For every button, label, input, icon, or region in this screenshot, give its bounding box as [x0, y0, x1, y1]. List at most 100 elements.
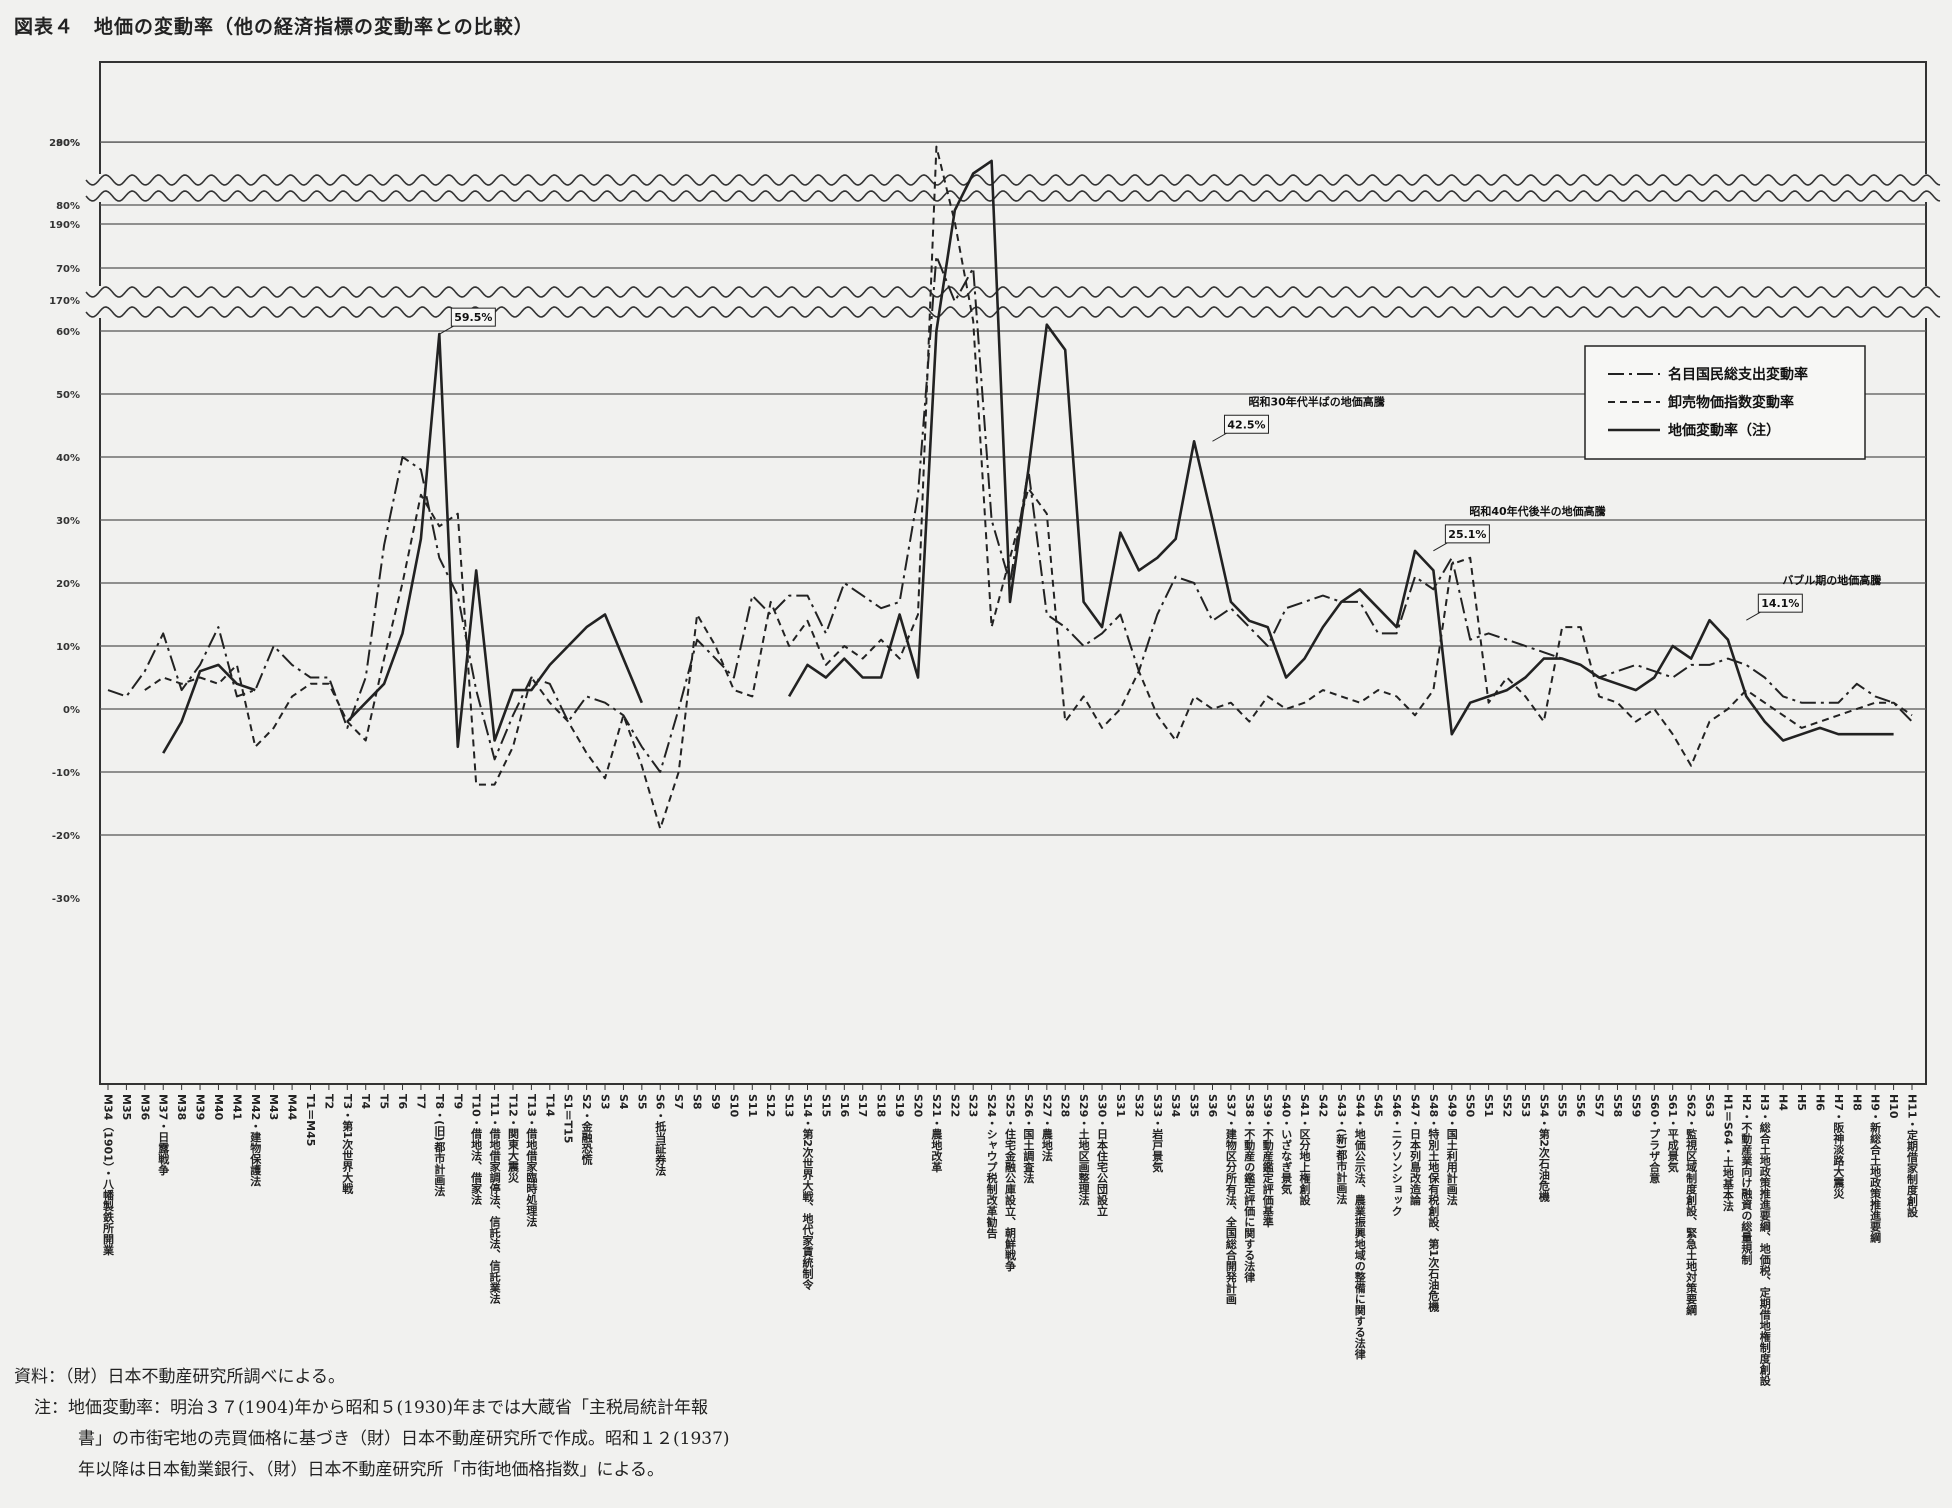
y-tick-label: 280%: [49, 138, 80, 149]
x-tick-label: S15: [819, 1094, 832, 1117]
x-tick-label: M44: [286, 1094, 299, 1121]
y-tick-label: 0%: [63, 705, 80, 716]
x-tick-label: S20: [911, 1094, 924, 1118]
legend-label: 卸売物価指数変動率: [1668, 394, 1794, 411]
y-tick-label: -20%: [52, 831, 80, 842]
x-tick-label: M37・日露戦争: [157, 1094, 170, 1176]
note-line-3: 年以降は日本勧業銀行、（財）日本不動産研究所「市街地価格指数」による。: [78, 1460, 664, 1480]
x-tick-label: S62・監視区域制度創設、緊急土地対策要綱: [1685, 1094, 1699, 1316]
x-tick-label: S32: [1132, 1094, 1145, 1117]
x-tick-label: S25・住宅金融公庫設立、朝鮮戦争: [1004, 1094, 1018, 1272]
x-tick-label: S29・土地区画整理法: [1077, 1094, 1091, 1206]
annotation-box: [1223, 414, 1269, 434]
axis-break-wave: [85, 190, 1941, 202]
annotation-box: [1757, 593, 1803, 613]
y-tick-label: -10%: [52, 768, 80, 779]
x-tick-label: S16: [838, 1094, 851, 1118]
annotation-box: [450, 307, 496, 327]
x-tick-label: H1＝S64・土地基本法: [1721, 1094, 1735, 1212]
x-tick-label: S27・農地法: [1040, 1094, 1053, 1162]
y-tick-label: 10%: [56, 642, 80, 653]
x-tick-label: T6: [396, 1094, 409, 1110]
x-tick-label: T4: [359, 1094, 372, 1110]
x-tick-label: S48・特別土地保有税創設、第1次石油危機: [1427, 1094, 1441, 1313]
x-tick-label: H7・阪神淡路大震災: [1832, 1094, 1846, 1200]
x-tick-label: M38: [175, 1094, 188, 1120]
x-tick-label: S4: [617, 1094, 630, 1110]
x-tick-label: S54・第2次石油危機: [1537, 1094, 1551, 1203]
x-tick-label: S51: [1482, 1094, 1495, 1117]
x-tick-label: H9・新総合土地政策推進要綱: [1869, 1094, 1883, 1244]
x-tick-label: M36: [138, 1094, 151, 1121]
x-tick-label: S26・国土調査法: [1022, 1094, 1035, 1184]
x-tick-label: S57: [1593, 1094, 1606, 1117]
note-line-1: 注：地価変動率：明治３７(1904)年から昭和５(1930)年までは大蔵省「主税…: [34, 1398, 709, 1418]
annotation-caption: バブル期の地価高騰: [1782, 573, 1881, 587]
series-line: [162, 159, 1894, 754]
axis-break-wave: [85, 286, 1941, 298]
x-tick-label: S2・金融恐慌: [580, 1094, 594, 1165]
x-tick-label: S19: [893, 1094, 906, 1117]
x-tick-label: S17: [856, 1094, 869, 1117]
x-tick-label: S46・ニクソンショック: [1390, 1094, 1403, 1216]
y-tick-label: 70%: [56, 264, 80, 275]
x-tick-label: S13: [783, 1094, 796, 1117]
annotation-label: 42.5%: [1227, 418, 1265, 431]
x-tick-label: S63: [1703, 1094, 1716, 1117]
x-tick-label: S9: [709, 1094, 722, 1110]
x-tick-label: S47・日本列島改造論: [1408, 1094, 1421, 1206]
x-tick-label: S24・シャウプ税制改革勧告: [985, 1094, 998, 1239]
annotation-label: 14.1%: [1761, 597, 1799, 610]
x-tick-label: S52: [1501, 1094, 1514, 1117]
x-tick-label: S18: [875, 1094, 888, 1117]
x-tick-label: S42: [1316, 1094, 1329, 1117]
x-tick-label: S12: [764, 1094, 777, 1117]
y-tick-label: 90%: [56, 138, 80, 149]
series-line: [107, 255, 1913, 773]
x-tick-label: T13・借地借家臨時処理法: [525, 1094, 539, 1227]
y-tick-label: 40%: [56, 453, 80, 464]
axis-break-wave: [85, 306, 1941, 318]
x-tick-label: S43・(新)都市計画法: [1335, 1094, 1349, 1205]
x-tick-label: T10・借地法、借家法: [470, 1094, 484, 1205]
x-tick-label: M39: [194, 1094, 207, 1120]
x-tick-label: S58: [1611, 1094, 1624, 1117]
y-tick-label: 170%: [49, 296, 80, 307]
x-tick-label: S35: [1188, 1094, 1201, 1117]
x-tick-label: S7: [672, 1094, 685, 1110]
x-tick-label: S33・岩戸景気: [1151, 1094, 1165, 1173]
x-tick-label: S37・建物区分所有法、全国総合開発計画: [1224, 1094, 1238, 1305]
annotation-leader: [1212, 432, 1227, 442]
x-tick-label: T5: [378, 1094, 391, 1109]
series-line: [144, 145, 1913, 830]
x-tick-label: H6: [1813, 1094, 1826, 1111]
axis-break-mask: [86, 174, 1942, 202]
chart-notes: 資料：（財）日本不動産研究所調べによる。 注：地価変動率：明治３７(1904)年…: [14, 1362, 730, 1486]
x-tick-label: M42・建物保護法: [249, 1094, 263, 1187]
x-tick-label: S23: [967, 1094, 980, 1117]
annotation-caption: 昭和40年代後半の地価高騰: [1469, 504, 1605, 518]
x-tick-label: S39・不動産鑑定評価基準: [1261, 1094, 1275, 1228]
x-tick-label: S38・不動産の鑑定評価に関する法律: [1243, 1094, 1257, 1283]
x-tick-label: S56: [1574, 1094, 1587, 1118]
x-tick-label: M41: [230, 1094, 243, 1120]
x-tick-label: T8・(旧)都市計画法: [433, 1094, 447, 1197]
annotation-caption: 昭和30年代半ばの地価高騰: [1248, 394, 1384, 408]
x-tick-label: H10: [1887, 1094, 1900, 1119]
x-tick-label: S10: [727, 1094, 740, 1118]
x-tick-label: M40: [212, 1094, 225, 1121]
x-tick-label: S53: [1519, 1094, 1532, 1117]
x-tick-label: S40・いざなぎ景気: [1280, 1094, 1294, 1195]
x-tick-label: S5: [635, 1094, 648, 1110]
x-tick-label: T2: [322, 1094, 335, 1109]
x-tick-label: T9: [451, 1094, 464, 1109]
axis-break-mask: [86, 286, 1942, 318]
x-tick-label: S31: [1114, 1094, 1127, 1117]
x-tick-label: H2・不動産業向け融資の総量規制: [1740, 1094, 1754, 1266]
x-tick-label: S61・平成景気: [1666, 1094, 1680, 1173]
x-tick-label: S28: [1059, 1094, 1072, 1117]
x-tick-label: S30・日本住宅公団設立: [1096, 1094, 1109, 1217]
note-line-2: 書」の市街宅地の売買価格に基づき（財）日本不動産研究所で作成。昭和１２(1937…: [78, 1429, 730, 1449]
x-tick-label: T1＝M45: [304, 1094, 317, 1146]
y-tick-label: 30%: [56, 516, 80, 527]
